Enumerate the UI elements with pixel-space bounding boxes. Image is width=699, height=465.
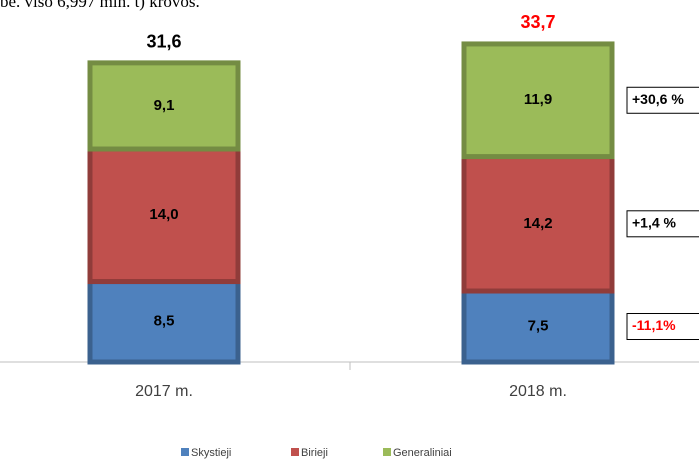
value-label: 7,5: [528, 317, 549, 334]
legend-label: Skystieji: [191, 447, 231, 459]
annotation-box: [626, 210, 699, 238]
x-tick-label: 2017 m.: [135, 383, 193, 400]
bar-segment: [87, 60, 241, 152]
header-text: be. viso 6,997 mln. t) krovos.: [0, 0, 200, 11]
value-label: 14,2: [523, 215, 552, 232]
legend-label: Generaliniai: [393, 447, 452, 459]
bar-segment: [87, 279, 241, 365]
bar-segment: [461, 41, 615, 160]
legend-swatch: [291, 448, 299, 456]
value-label: 14,0: [149, 206, 178, 223]
annotation: +30,6 %: [632, 91, 684, 107]
legend-label: Birieji: [301, 447, 328, 459]
annotation: +1,4 %: [632, 215, 677, 231]
bar-segment: [461, 154, 615, 294]
bar-segment: [461, 288, 615, 365]
annotation-box: [626, 313, 699, 341]
value-label: 9,1: [154, 97, 175, 114]
value-label: 11,9: [524, 91, 552, 108]
total-label: 31,6: [146, 32, 181, 52]
x-tick-label: 2018 m.: [509, 383, 567, 400]
annotation: -11,1%: [632, 317, 676, 333]
legend-swatch: [181, 448, 189, 456]
annotation-box: [626, 86, 699, 114]
total-label: 33,7: [520, 12, 555, 32]
legend-swatch: [383, 448, 391, 456]
value-label: 8,5: [154, 313, 175, 330]
